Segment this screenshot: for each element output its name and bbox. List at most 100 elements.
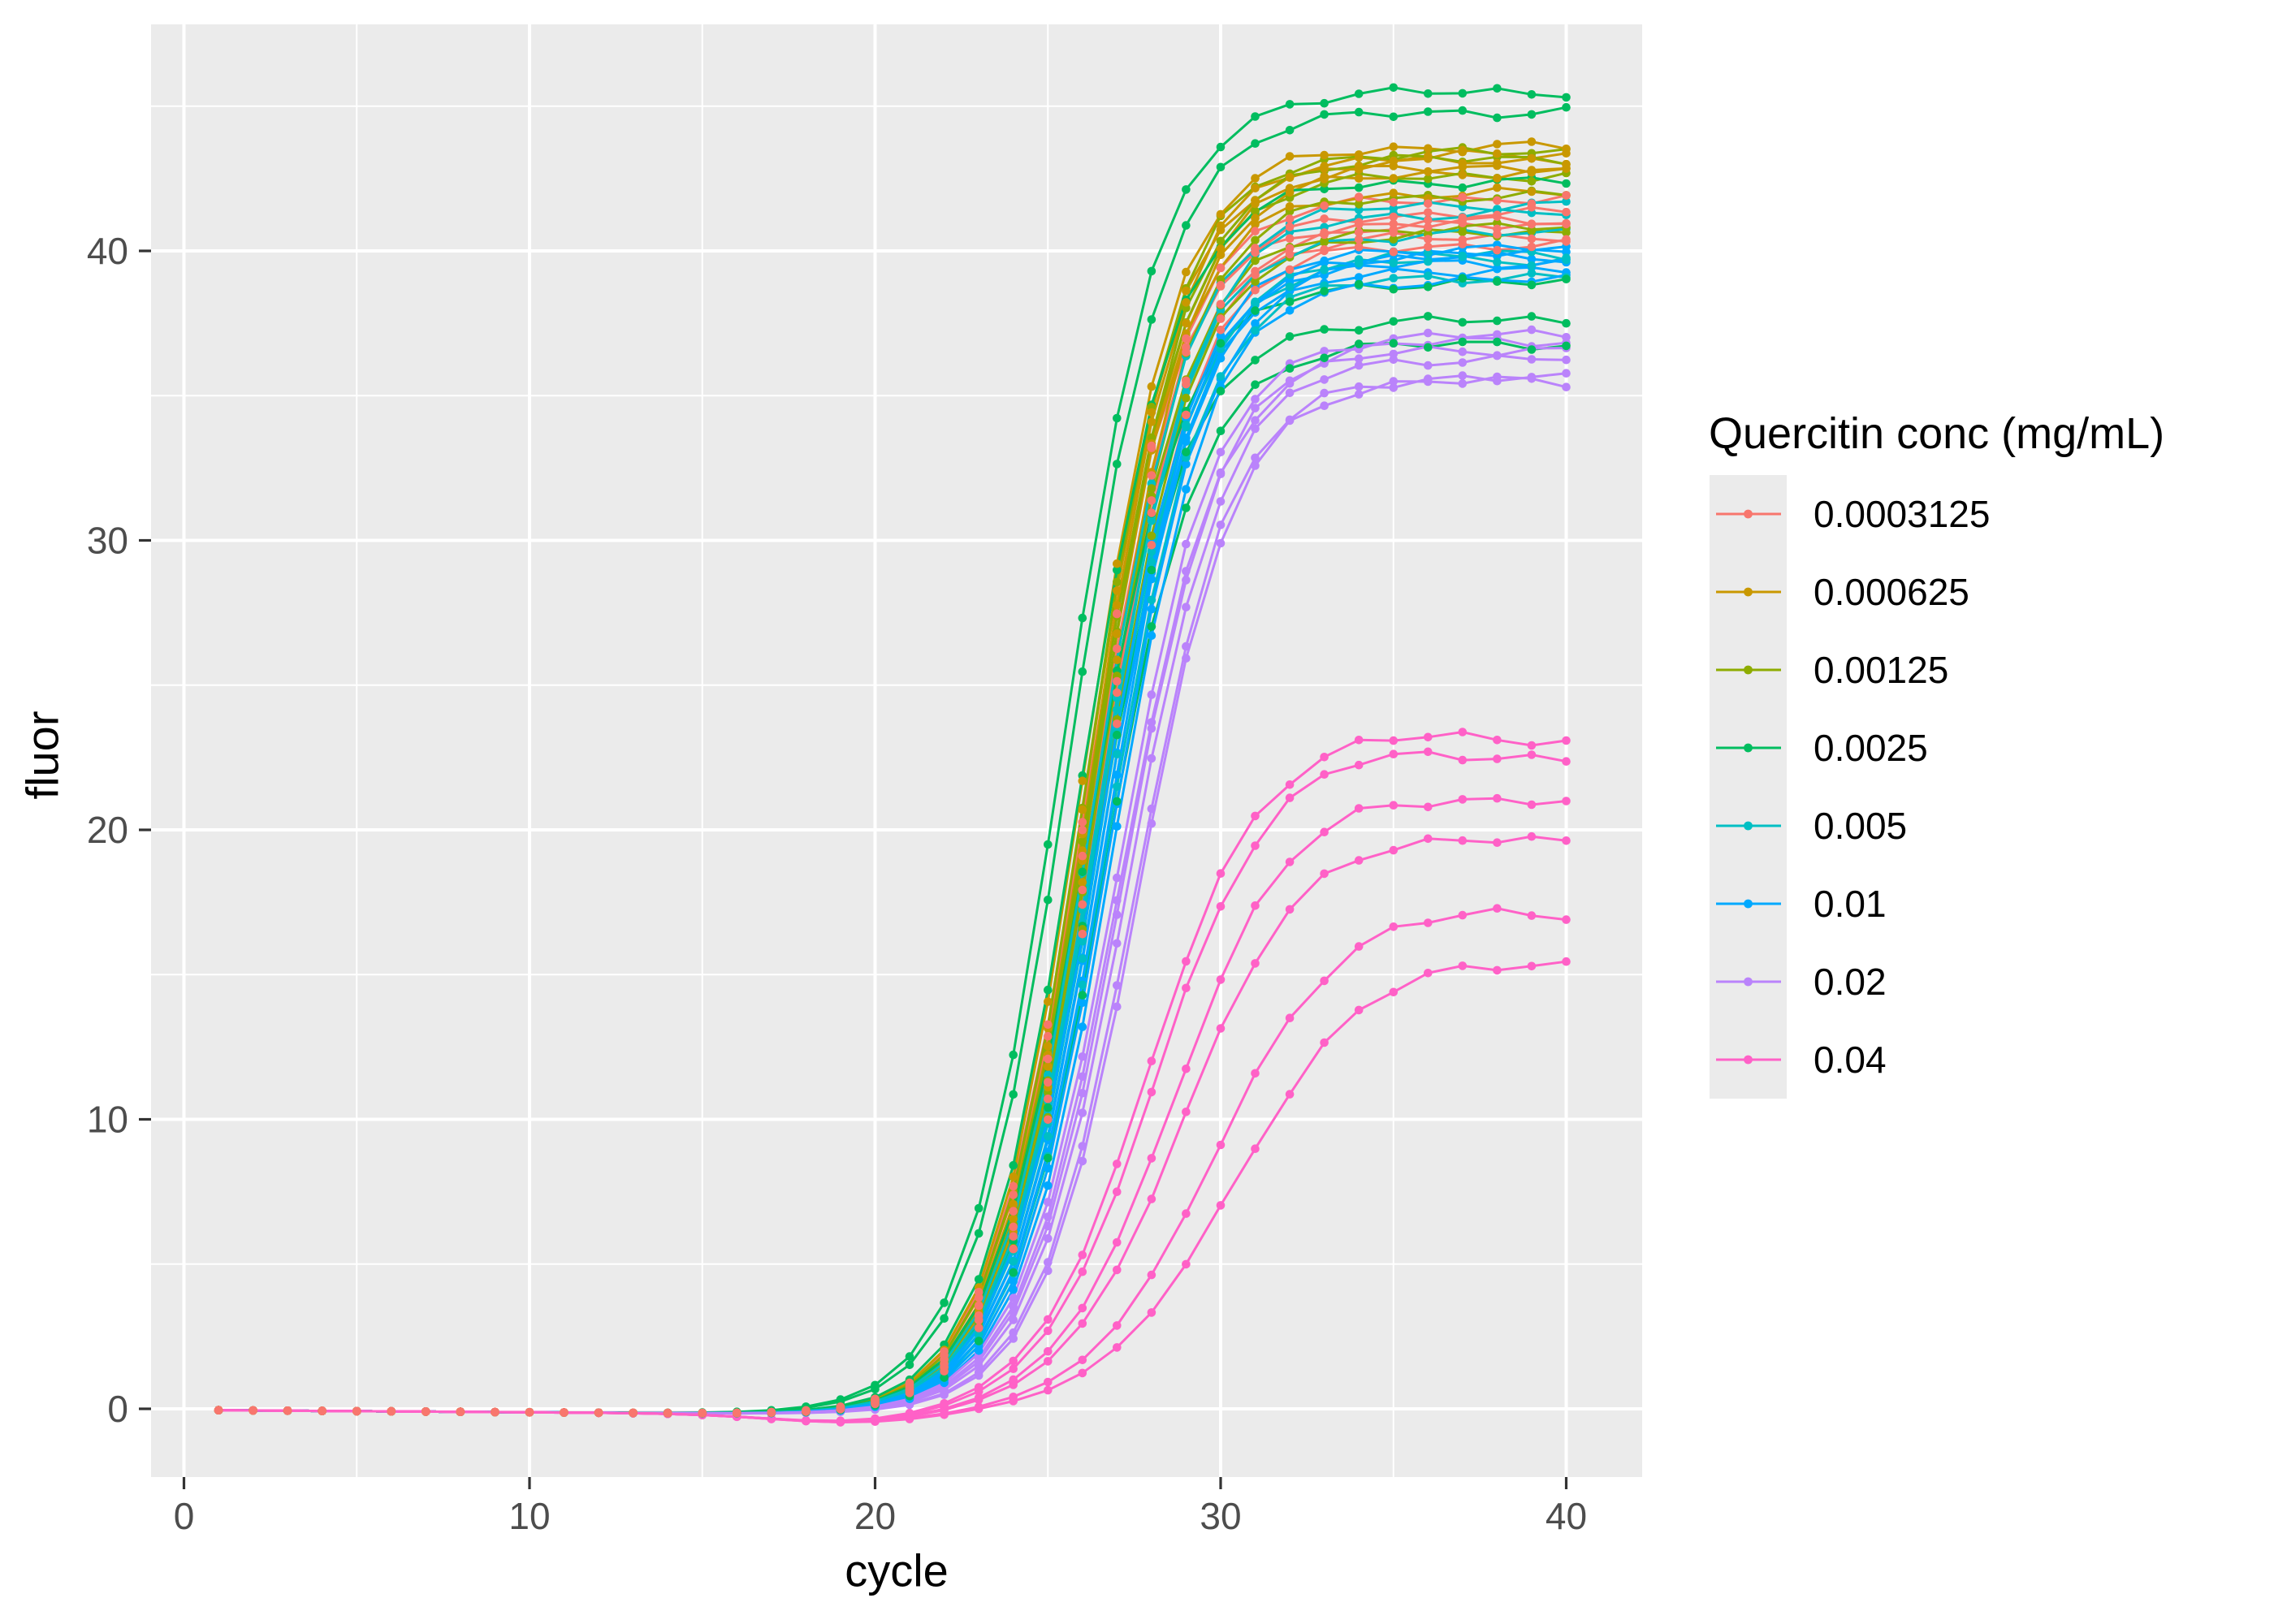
data-point <box>1078 613 1087 623</box>
data-point <box>1251 395 1260 404</box>
data-point <box>1320 214 1329 223</box>
data-point <box>1354 1005 1364 1015</box>
data-point <box>1078 1267 1087 1276</box>
data-point <box>1147 471 1156 480</box>
data-point <box>1493 904 1502 913</box>
data-point <box>1527 234 1537 244</box>
data-point <box>1009 1050 1018 1060</box>
data-point <box>1113 688 1122 698</box>
data-point <box>1424 107 1433 116</box>
data-point <box>1113 873 1122 883</box>
data-point <box>1078 1089 1087 1098</box>
data-point <box>1044 1054 1053 1064</box>
data-point <box>1354 736 1364 745</box>
data-point <box>1354 361 1364 370</box>
data-point <box>1147 595 1156 605</box>
data-point <box>1458 252 1468 261</box>
data-point <box>1147 1308 1156 1317</box>
data-point <box>1113 413 1122 423</box>
x-axis-title: cycle <box>845 1544 949 1596</box>
data-point <box>1285 1090 1295 1099</box>
data-point <box>1044 840 1053 849</box>
data-point <box>802 1406 811 1415</box>
data-point <box>1354 259 1364 268</box>
data-point <box>1182 1209 1191 1218</box>
data-point <box>1182 567 1191 576</box>
data-point <box>1354 390 1364 399</box>
data-point <box>1354 183 1364 192</box>
data-point <box>1044 1377 1053 1387</box>
data-point <box>1182 485 1191 494</box>
data-point <box>1424 374 1433 383</box>
data-point <box>1285 415 1295 425</box>
data-point <box>1354 856 1364 865</box>
data-point <box>974 1393 984 1402</box>
data-point <box>1147 531 1156 541</box>
data-point <box>1251 811 1260 821</box>
data-point <box>1527 961 1537 971</box>
data-point <box>1182 267 1191 277</box>
data-point <box>1389 922 1399 931</box>
data-point <box>1044 1042 1053 1051</box>
data-point <box>1424 312 1433 321</box>
legend-entry-label: 0.005 <box>1814 805 1907 847</box>
data-point <box>1562 797 1571 806</box>
data-point <box>1182 576 1191 585</box>
data-point <box>1389 284 1399 294</box>
data-point <box>1251 297 1260 307</box>
data-point <box>1562 736 1571 745</box>
data-point <box>1285 222 1295 231</box>
data-point <box>1009 1294 1018 1302</box>
data-point <box>1182 185 1191 194</box>
data-point <box>1251 214 1260 222</box>
data-point <box>422 1407 430 1416</box>
data-point <box>1424 89 1433 98</box>
data-point <box>1009 1199 1018 1209</box>
data-point <box>1009 1285 1018 1294</box>
data-point <box>1078 851 1087 861</box>
data-point <box>1216 236 1226 246</box>
legend-entry-0.005: 0.005 <box>1716 805 1907 847</box>
data-point <box>1562 957 1571 966</box>
series-lines <box>218 86 1567 1424</box>
data-point <box>1493 264 1502 273</box>
data-point <box>1147 382 1156 391</box>
data-point <box>1424 175 1433 184</box>
data-point <box>1458 371 1468 380</box>
data-point <box>974 1330 984 1339</box>
data-point <box>1424 257 1433 266</box>
data-point <box>1251 424 1260 434</box>
data-point <box>1458 795 1468 804</box>
x-tick-label: 10 <box>508 1495 550 1537</box>
data-point <box>1251 220 1260 229</box>
data-point <box>1147 754 1156 763</box>
data-point <box>1354 227 1364 237</box>
data-point <box>1147 1194 1156 1203</box>
data-point <box>1562 237 1571 246</box>
data-point <box>1182 298 1191 307</box>
data-point <box>1147 496 1156 505</box>
data-point <box>1147 266 1156 276</box>
data-point <box>1493 838 1502 847</box>
data-point <box>1182 1108 1191 1116</box>
data-point <box>1216 426 1226 435</box>
data-point <box>1182 318 1191 328</box>
data-point <box>1389 749 1399 758</box>
data-point <box>1216 902 1226 911</box>
data-point <box>1009 1090 1018 1099</box>
data-point <box>1044 1266 1053 1276</box>
data-point <box>940 1399 949 1408</box>
data-point <box>1182 1065 1191 1073</box>
data-point <box>1044 1132 1053 1141</box>
data-point <box>525 1408 534 1417</box>
series-line-0.04-r6 <box>218 960 1567 1424</box>
data-point <box>1182 387 1191 396</box>
data-point <box>1354 382 1364 391</box>
data-point <box>1285 297 1295 307</box>
data-point <box>1493 337 1502 347</box>
data-point <box>1251 184 1260 192</box>
data-point <box>1389 383 1399 392</box>
data-point <box>1562 197 1571 206</box>
data-point <box>1562 179 1571 188</box>
data-point <box>698 1408 707 1418</box>
